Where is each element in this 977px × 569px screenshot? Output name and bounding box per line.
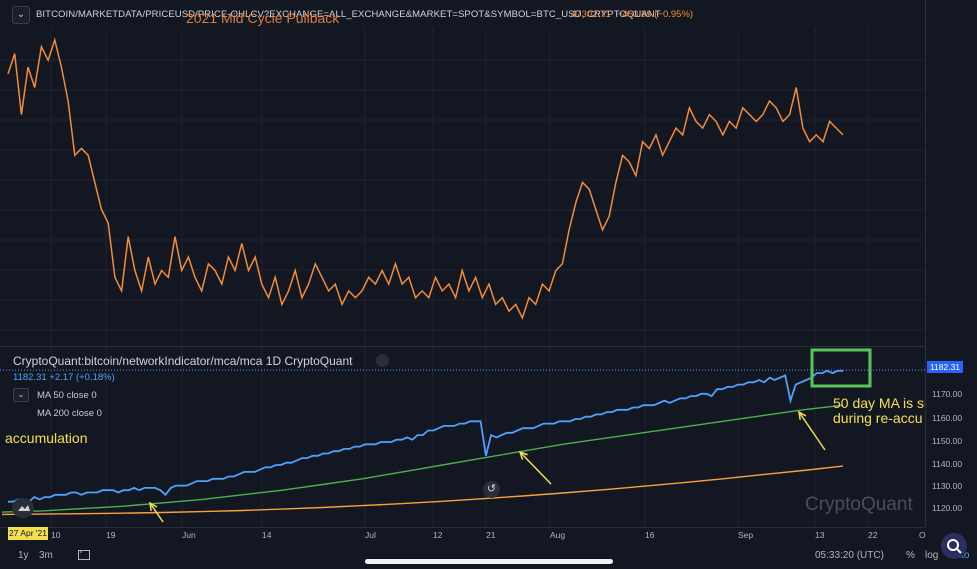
indicator-value: 1182.31 +2.17 (+0.18%) — [13, 372, 115, 383]
annotation-arrow — [519, 451, 552, 485]
start-date-badge: 27 Apr '21 — [8, 527, 48, 540]
pane-divider[interactable] — [0, 346, 925, 347]
annotation-arrowhead — [518, 450, 528, 460]
symbol-label: BITCOIN/MARKETDATA/PRICEUSD/PRICE-OHLCV?… — [36, 9, 661, 20]
x-tick: Aug — [550, 530, 566, 540]
chart-title: 2021 Mid Cycle Pullback — [186, 10, 340, 26]
x-tick: 22 — [868, 530, 878, 540]
y-tick: 1160.00 — [932, 413, 963, 423]
watermark: CryptoQuant — [805, 494, 913, 515]
x-tick: 16 — [645, 530, 655, 540]
percent-toggle[interactable]: % — [906, 550, 915, 561]
x-tick: 21 — [486, 530, 496, 540]
indicator-title: CryptoQuant:bitcoin/networkIndicator/mca… — [13, 354, 353, 368]
price-change: −453.89 (−0.95%) — [617, 9, 694, 20]
eye-icon[interactable] — [376, 354, 389, 367]
x-tick: O — [919, 530, 926, 540]
log-toggle[interactable]: log — [925, 550, 939, 561]
y-tick: 1120.00 — [932, 503, 963, 513]
range-1y-button[interactable]: 1y — [18, 550, 29, 561]
clock-time[interactable]: 05:33:20 (UTC) — [815, 550, 884, 561]
home-indicator[interactable] — [365, 559, 613, 564]
x-tick: 13 — [815, 530, 825, 540]
x-tick: Jul — [365, 530, 376, 540]
range-3m-button[interactable]: 3m — [39, 550, 53, 561]
annotation-right-line1: 50 day MA is su — [833, 396, 927, 411]
cloud-logo-icon[interactable] — [12, 498, 34, 518]
indicator-series-line — [1, 404, 844, 513]
price-series-line — [7, 37, 844, 320]
indicator-series-line — [1, 465, 844, 516]
y-tick: 1130.00 — [932, 481, 963, 491]
annotation-left: accumulation — [5, 430, 88, 446]
y-tick: 1170.00 — [932, 389, 963, 399]
annotation-right: 50 day MA is su during re-accu — [833, 396, 927, 426]
annotation-arrow — [798, 411, 826, 451]
bottom-toolbar: 1y 3m 05:33:20 (UTC) % log auto — [0, 545, 977, 569]
highlight-box — [810, 348, 872, 388]
search-icon[interactable] — [941, 533, 967, 559]
x-tick: 14 — [262, 530, 272, 540]
x-tick: 12 — [433, 530, 443, 540]
price-axis[interactable]: 1170.00 1160.00 1150.00 1140.00 1130.00 … — [925, 0, 977, 527]
annotation-arrowhead — [149, 501, 158, 512]
x-tick: Jun — [182, 530, 196, 540]
chart-canvas[interactable] — [0, 0, 925, 527]
x-tick: 19 — [106, 530, 116, 540]
reset-icon[interactable]: ↺ — [483, 481, 500, 498]
last-value-badge: 1182.31 — [927, 361, 963, 373]
chart-header: ⌄ BITCOIN/MARKETDATA/PRICEUSD/PRICE-OHLC… — [0, 0, 977, 28]
ma200-legend[interactable]: MA 200 close 0 — [37, 408, 102, 419]
time-axis[interactable] — [0, 527, 925, 542]
ma50-legend[interactable]: MA 50 close 0 — [37, 390, 97, 401]
annotation-arrow — [149, 502, 164, 523]
chevron-down-icon[interactable]: ⌄ — [12, 6, 30, 24]
indicator-series-line — [8, 369, 843, 503]
annotation-right-line2: during re-accu — [833, 410, 923, 426]
last-price: 47302.71 — [571, 9, 611, 20]
x-tick: Sep — [738, 530, 754, 540]
date-range-icon[interactable] — [78, 550, 90, 563]
y-tick: 1150.00 — [932, 436, 963, 446]
chevron-down-icon[interactable]: ⌄ — [13, 388, 29, 402]
y-tick: 1140.00 — [932, 459, 963, 469]
annotation-arrowhead — [798, 410, 807, 421]
x-tick: 10 — [51, 530, 61, 540]
